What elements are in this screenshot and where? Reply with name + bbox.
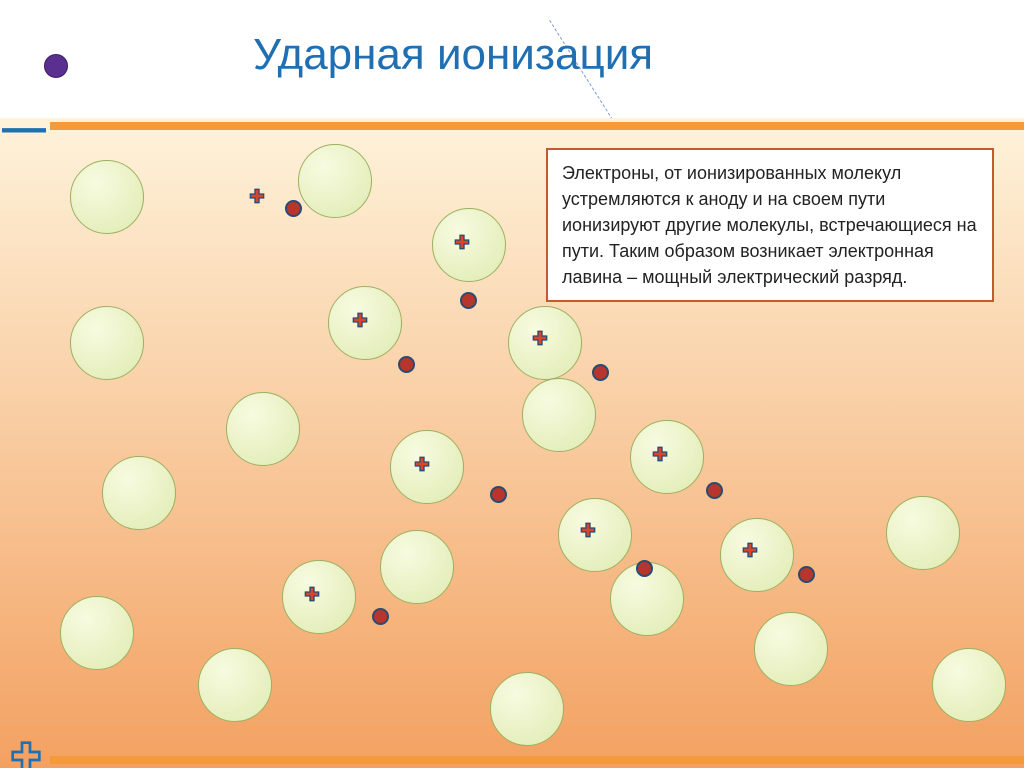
electron [592,364,609,381]
molecule [380,530,454,604]
title-bullet [44,54,68,78]
electron [490,486,507,503]
explanation-textbox: Электроны, от ионизированных молекул уст… [546,148,994,302]
ion-plus-icon [414,456,430,472]
molecule [226,392,300,466]
molecule [60,596,134,670]
ion-plus-icon [352,312,368,328]
molecule [490,672,564,746]
minus-sign: — [6,118,42,138]
electron [706,482,723,499]
slide: Ударная ионизация — Электроны, от ионизи… [0,0,1024,768]
molecule [198,648,272,722]
ion-plus-icon [742,542,758,558]
slide-title: Ударная ионизация [253,30,653,80]
molecule [754,612,828,686]
molecule [522,378,596,452]
cathode-plate [50,122,1024,130]
ion-plus-icon [652,446,668,462]
electron [798,566,815,583]
ion-plus-icon [580,522,596,538]
anode-plate [50,756,1024,764]
electron [398,356,415,373]
ion-plus-icon [454,234,470,250]
electron [372,608,389,625]
electron [460,292,477,309]
ion-plus-icon [304,586,320,602]
molecule [70,306,144,380]
molecule [932,648,1006,722]
molecule [298,144,372,218]
plus-sign [10,740,42,768]
molecule [102,456,176,530]
molecule [70,160,144,234]
explanation-text: Электроны, от ионизированных молекул уст… [562,160,978,290]
molecule [886,496,960,570]
ion-plus-icon [532,330,548,346]
ion-plus-icon [249,188,265,204]
electron [285,200,302,217]
electron [636,560,653,577]
